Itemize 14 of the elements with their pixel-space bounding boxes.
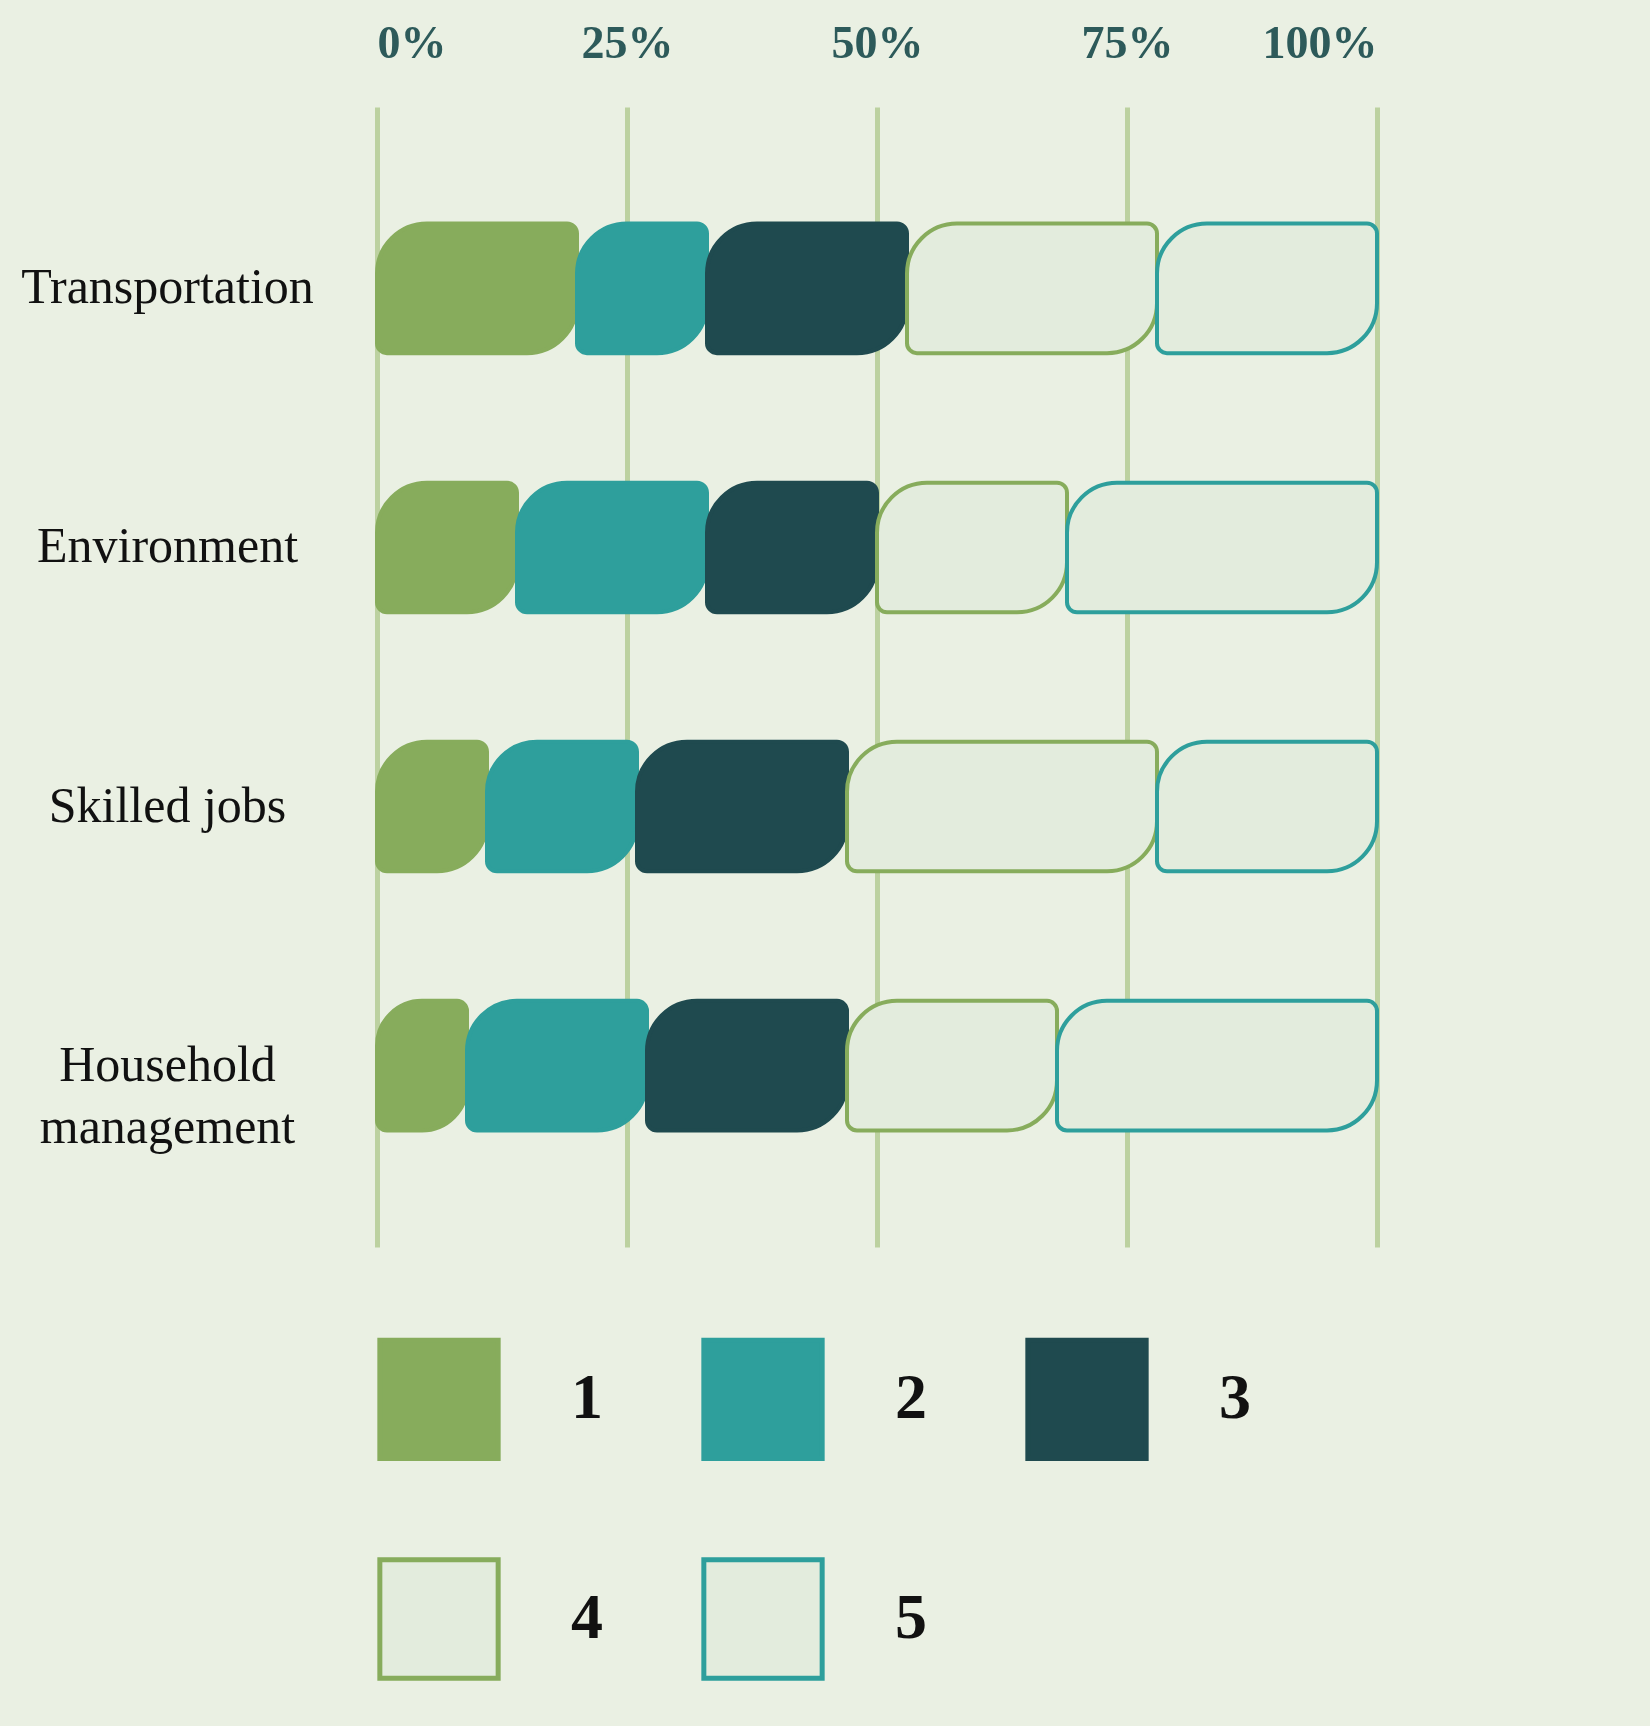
legend-label: 1 [571, 1361, 603, 1433]
x-tick-label: 50% [831, 16, 924, 68]
legend-label: 4 [571, 1581, 603, 1652]
legend-label: 5 [895, 1581, 927, 1652]
x-tick-label: 75% [1081, 16, 1174, 68]
y-tick-label: Household management [39, 1035, 296, 1154]
y-tick-label: Environment [36, 517, 299, 574]
y-tick-label: Skilled jobs [48, 776, 287, 833]
x-tick-label: 25% [581, 16, 674, 68]
legend-label: 3 [1219, 1361, 1251, 1433]
x-tick-label: 0% [377, 16, 447, 68]
legend-label: 2 [895, 1361, 927, 1433]
x-tick-label: 100% [1262, 16, 1378, 68]
y-tick-label: Transportation [21, 258, 314, 315]
